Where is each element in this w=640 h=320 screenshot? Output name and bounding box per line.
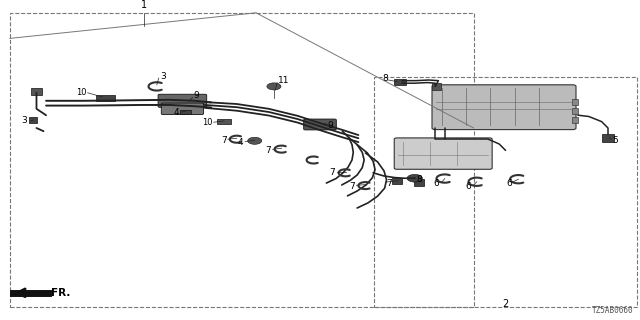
Text: 6: 6 [433, 179, 438, 188]
Text: 10: 10 [76, 88, 86, 97]
Text: 11: 11 [278, 76, 289, 85]
Bar [31, 88, 42, 95]
Bar [217, 119, 231, 124]
FancyBboxPatch shape [432, 85, 576, 130]
Bar [96, 95, 115, 101]
Text: 10: 10 [202, 118, 212, 127]
Circle shape [248, 137, 262, 144]
Bar [414, 179, 424, 186]
Bar [29, 117, 37, 123]
Text: 7: 7 [386, 179, 392, 188]
Text: FR.: FR. [51, 288, 70, 298]
Text: 7: 7 [266, 146, 271, 155]
FancyBboxPatch shape [161, 103, 204, 115]
Bar [602, 134, 614, 142]
Text: 9: 9 [328, 121, 333, 130]
Bar [10, 13, 474, 307]
Text: 7: 7 [349, 182, 355, 191]
Text: 8: 8 [417, 175, 422, 184]
Text: 7: 7 [330, 168, 335, 177]
Text: 3: 3 [22, 116, 27, 125]
FancyBboxPatch shape [394, 138, 492, 169]
FancyBboxPatch shape [158, 94, 207, 107]
Text: 2: 2 [502, 299, 509, 309]
Text: 5: 5 [612, 136, 618, 145]
Text: 4: 4 [173, 108, 179, 117]
Text: TZ5AB0660: TZ5AB0660 [592, 306, 634, 315]
Text: 1: 1 [141, 0, 147, 10]
Bar [392, 178, 402, 184]
Bar [374, 77, 637, 307]
Bar [572, 99, 578, 105]
Text: 4: 4 [237, 138, 243, 147]
Circle shape [407, 174, 422, 182]
Bar [572, 117, 578, 123]
Text: 6: 6 [507, 179, 512, 188]
Circle shape [267, 83, 281, 90]
Text: 7: 7 [221, 136, 227, 145]
Text: 6: 6 [466, 182, 471, 191]
Text: 9: 9 [193, 92, 199, 100]
Bar [180, 110, 191, 114]
FancyBboxPatch shape [304, 119, 337, 130]
Bar [572, 108, 578, 114]
Text: 3: 3 [160, 72, 166, 81]
Bar [432, 83, 441, 90]
Bar [394, 79, 406, 85]
Text: 8: 8 [382, 74, 388, 83]
